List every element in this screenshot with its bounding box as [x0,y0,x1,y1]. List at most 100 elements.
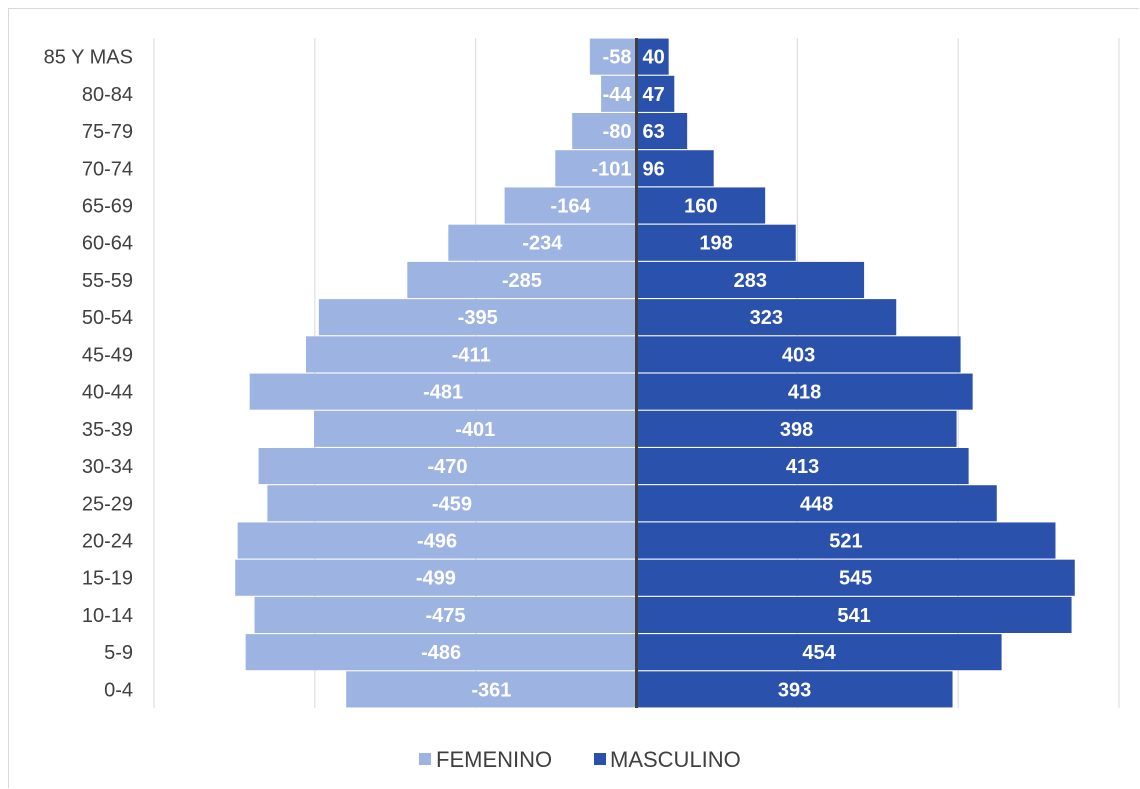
value-label: -496 [417,531,457,553]
value-label: -475 [425,605,465,627]
category-label: 35-39 [82,419,133,441]
legend: FEMENINO MASCULINO [419,747,741,772]
value-label: 541 [837,605,870,627]
legend-label-femenino: FEMENINO [436,747,552,772]
value-label: -459 [432,493,472,515]
grid-lines [153,38,1120,708]
category-label: 0-4 [104,679,133,701]
bar-femenino [254,596,637,633]
value-label: -481 [423,382,463,404]
legend-label-masculino: MASCULINO [610,747,741,772]
value-label: 418 [788,382,821,404]
bar-femenino [258,448,637,485]
bar-femenino [318,299,637,336]
bar-masculino [636,336,961,373]
bar-masculino [636,75,675,112]
bar-femenino [305,336,637,373]
value-label: -234 [522,233,563,255]
bar-femenino [267,485,637,522]
value-label: 198 [699,233,732,255]
bar-femenino [601,75,637,112]
value-label: 47 [643,84,665,106]
value-label: 63 [643,121,665,143]
bar-masculino [636,261,865,298]
bar-masculino [636,671,953,708]
value-label: -470 [428,456,468,478]
bar-femenino [589,38,637,75]
category-label: 45-49 [82,344,133,366]
category-label: 55-59 [82,270,133,292]
bar-femenino [235,559,637,596]
bar-femenino [314,410,637,447]
value-label: 398 [780,419,813,441]
value-labels: -58 40 -44 47 -80 63 -101 96 -164 160 -234 198 -285 2… [416,47,872,702]
category-labels: 85 Y MAS 80-84 75-79 70-74 65-69 60-64 55-59 50… [44,47,133,702]
category-label: 65-69 [82,196,133,218]
value-label: 545 [839,568,872,590]
value-label: 40 [643,47,665,69]
value-label: 413 [786,456,819,478]
bar-masculino [636,373,973,410]
value-label: -44 [603,84,633,106]
category-label: 70-74 [82,158,133,180]
bar-femenino [346,671,637,708]
category-label: 50-54 [82,307,133,329]
value-label: -361 [471,679,511,701]
bar-masculino [636,596,1072,633]
bar-femenino [249,373,637,410]
category-label: 75-79 [82,121,133,143]
bar-femenino [448,224,637,261]
category-label: 85 Y MAS [44,47,133,69]
category-label: 5-9 [104,642,133,664]
value-label: 96 [643,158,665,180]
bar-masculino [636,299,897,336]
category-label: 25-29 [82,493,133,515]
category-label: 30-34 [82,456,133,478]
value-label: -58 [603,47,632,69]
category-label: 60-64 [82,233,133,255]
value-label: 521 [829,531,862,553]
bar-masculino [636,38,669,75]
legend-swatch-femenino [419,753,431,765]
bar-masculino [636,634,1002,671]
value-label: 448 [800,493,833,515]
value-label: -401 [455,419,495,441]
value-label: 323 [750,307,783,329]
value-label: 454 [802,642,836,664]
bar-masculino [636,410,957,447]
value-label: -395 [458,307,498,329]
value-label: -285 [502,270,542,292]
bar-femenino [555,150,637,187]
bars [235,38,1075,708]
bar-masculino [636,448,969,485]
value-label: 393 [778,679,811,701]
bar-masculino [636,522,1056,559]
value-label: 160 [684,196,717,218]
value-label: -80 [603,121,632,143]
chart-frame [8,8,1139,788]
value-label: -486 [421,642,461,664]
value-label: -499 [416,568,456,590]
bar-masculino [636,224,796,261]
bar-masculino [636,113,688,150]
category-label: 20-24 [82,531,133,553]
bar-femenino [504,187,637,224]
bar-femenino [407,261,637,298]
value-label: 283 [734,270,767,292]
category-label: 15-19 [82,568,133,590]
bar-masculino [636,150,714,187]
bar-femenino [245,634,637,671]
value-label: -101 [591,158,631,180]
category-label: 10-14 [82,605,133,627]
bar-masculino [636,485,997,522]
value-label: -411 [452,344,491,366]
value-label: -164 [551,196,592,218]
bar-femenino [237,522,637,559]
value-label: 403 [782,344,815,366]
bar-femenino [572,113,637,150]
category-label: 80-84 [82,84,133,106]
legend-swatch-masculino [594,753,606,765]
bar-masculino [636,559,1075,596]
bar-masculino [636,187,766,224]
